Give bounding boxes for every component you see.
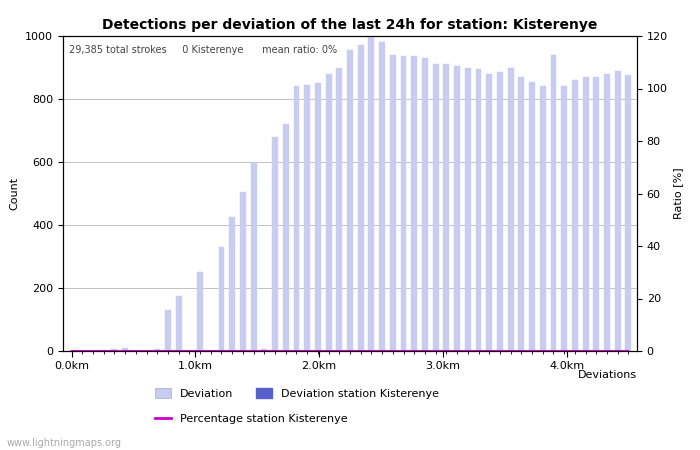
Text: Deviations: Deviations	[578, 370, 637, 380]
Legend: Percentage station Kisterenye: Percentage station Kisterenye	[155, 413, 348, 424]
Bar	[412, 57, 417, 351]
Bar	[165, 310, 171, 351]
Bar	[368, 36, 374, 351]
Bar	[218, 247, 225, 351]
Bar	[390, 55, 395, 351]
Bar	[251, 162, 257, 351]
Bar	[422, 58, 428, 351]
Bar	[497, 72, 503, 351]
Bar	[604, 74, 610, 351]
Text: www.lightningmaps.org: www.lightningmaps.org	[7, 438, 122, 448]
Bar	[261, 349, 267, 351]
Bar	[475, 69, 482, 351]
Bar	[293, 86, 300, 351]
Bar	[615, 71, 621, 351]
Bar	[454, 66, 460, 351]
Bar	[101, 350, 106, 351]
Bar	[433, 64, 439, 351]
Bar	[347, 50, 353, 351]
Bar	[486, 74, 492, 351]
Bar	[358, 45, 364, 351]
Bar	[283, 124, 288, 351]
Bar	[594, 77, 599, 351]
Bar	[572, 80, 578, 351]
Bar	[240, 192, 246, 351]
Bar	[111, 349, 118, 351]
Bar	[508, 68, 514, 351]
Title: Detections per deviation of the last 24h for station: Kisterenye: Detections per deviation of the last 24h…	[102, 18, 598, 32]
Bar	[379, 42, 385, 351]
Bar	[443, 64, 449, 351]
Bar	[626, 75, 631, 351]
Bar	[561, 86, 567, 351]
Bar	[326, 74, 332, 351]
Bar	[272, 137, 278, 351]
Y-axis label: Count: Count	[10, 177, 20, 210]
Bar	[176, 296, 181, 351]
Bar	[540, 86, 546, 351]
Bar	[230, 217, 235, 351]
Bar	[550, 55, 556, 351]
Bar	[154, 349, 160, 351]
Text: 29,385 total strokes     0 Kisterenye      mean ratio: 0%: 29,385 total strokes 0 Kisterenye mean r…	[69, 45, 337, 55]
Bar	[465, 68, 470, 351]
Bar	[336, 68, 342, 351]
Bar	[315, 83, 321, 351]
Bar	[582, 77, 589, 351]
Bar	[197, 272, 203, 351]
Bar	[529, 82, 535, 351]
Y-axis label: Ratio [%]: Ratio [%]	[673, 168, 683, 219]
Bar	[519, 77, 524, 351]
Bar	[122, 348, 128, 351]
Bar	[304, 85, 310, 351]
Bar	[400, 57, 407, 351]
